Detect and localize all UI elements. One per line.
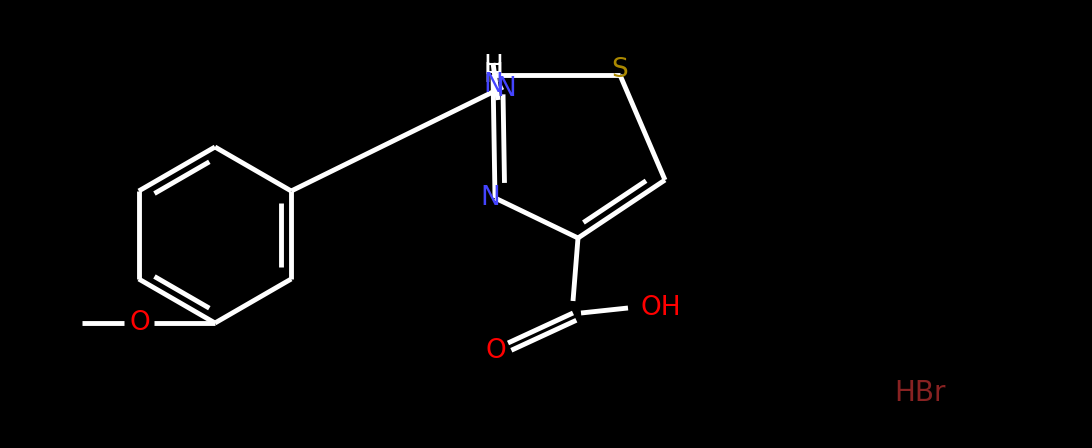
Text: H: H [483,62,503,88]
Text: N: N [480,185,500,211]
Text: OH: OH [641,295,681,321]
Text: S: S [612,57,628,83]
Text: HBr: HBr [894,379,946,407]
Text: O: O [486,338,507,364]
Text: O: O [130,310,151,336]
Text: H: H [483,54,503,80]
Text: N: N [483,72,503,98]
Text: N: N [496,76,515,102]
